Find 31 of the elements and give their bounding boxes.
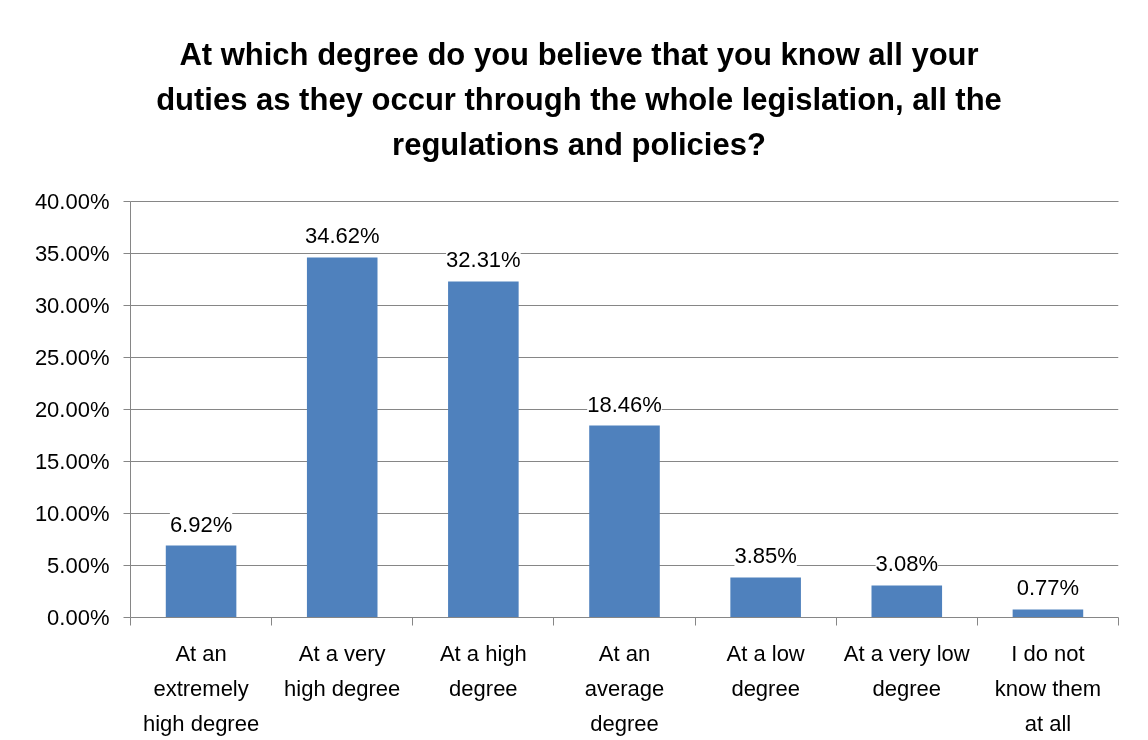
x-tick-label: At an extremely high degree — [142, 640, 260, 736]
y-tick-label: 35.00% — [34, 241, 110, 266]
bar — [589, 425, 660, 618]
bar — [730, 577, 801, 618]
y-tick-label: 15.00% — [34, 449, 110, 474]
x-tick-label: I do not know them at all — [994, 640, 1102, 736]
chart-title: At which degree do you believe that you know all your duties as they occur through the whole legislation, all the regulations and policies? — [155, 36, 1003, 164]
y-tick-label: 20.00% — [34, 397, 110, 422]
y-tick-label: 0.00% — [47, 605, 110, 630]
x-tick-label: At an average degree — [584, 640, 665, 736]
data-label: 3.08% — [875, 551, 938, 577]
x-tick-label: At a very high degree — [284, 640, 401, 701]
x-tick-label: At a low degree — [726, 640, 805, 701]
bar — [448, 281, 519, 618]
x-tick-label: At a high degree — [439, 640, 527, 701]
y-tick-label: 40.00% — [34, 189, 110, 214]
y-tick-label: 25.00% — [34, 345, 110, 370]
data-label: 0.77% — [1016, 575, 1080, 601]
bar — [1012, 609, 1084, 618]
data-label: 34.62% — [304, 223, 380, 249]
data-label: 32.31% — [446, 247, 521, 273]
y-tick-label: 30.00% — [34, 293, 110, 318]
x-tick-label: At a very low degree — [843, 640, 970, 701]
bar — [306, 257, 378, 618]
bar — [871, 585, 943, 618]
y-tick-label: 5.00% — [47, 553, 110, 578]
data-label: 6.92% — [169, 511, 233, 537]
data-label: 18.46% — [587, 391, 662, 417]
y-tick-label: 10.00% — [34, 501, 110, 526]
data-label: 3.85% — [734, 543, 797, 569]
bar — [165, 545, 237, 618]
